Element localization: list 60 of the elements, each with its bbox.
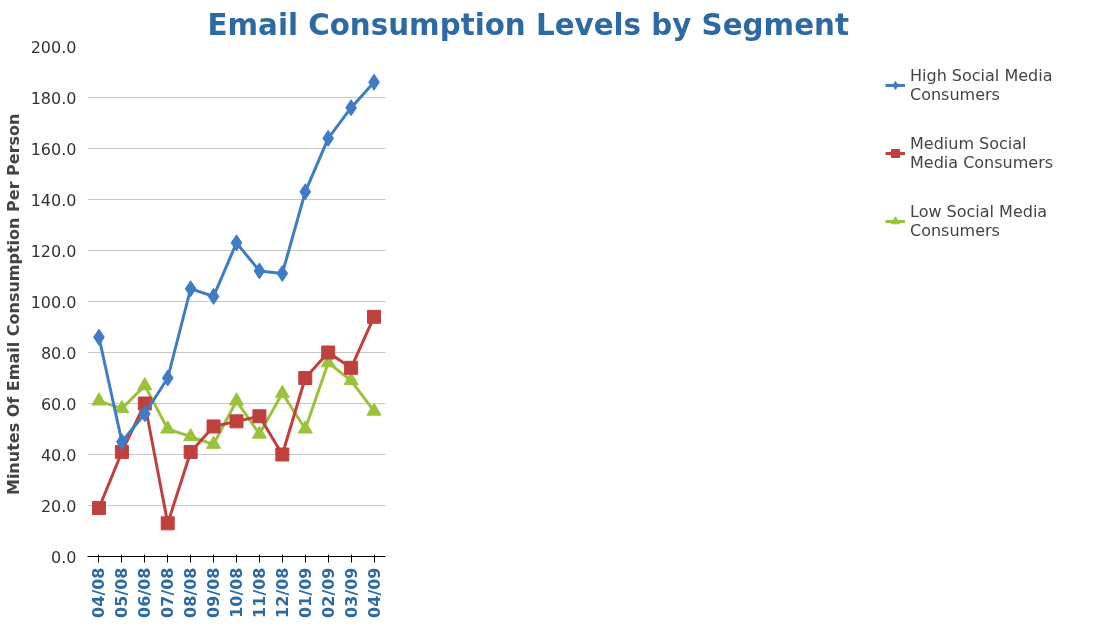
point — [297, 420, 313, 434]
legend-label: Medium Social Media Consumers — [910, 134, 1055, 172]
point — [252, 409, 267, 424]
y-tick-label: 40.0 — [40, 445, 77, 465]
point — [276, 264, 289, 282]
point — [344, 360, 359, 375]
x-tick-label: 04/09 — [364, 567, 384, 618]
point — [253, 262, 266, 280]
point — [183, 428, 199, 442]
legend-label: Low Social Media Consumers — [910, 202, 1049, 240]
point — [91, 392, 107, 406]
point — [299, 183, 312, 201]
y-tick-label: 120.0 — [30, 241, 77, 261]
x-tick-label: 09/08 — [204, 567, 224, 618]
point — [160, 420, 176, 434]
y-tick-label: 180.0 — [30, 88, 77, 108]
point — [207, 287, 220, 305]
point — [160, 516, 175, 531]
point — [184, 280, 197, 298]
point — [321, 345, 336, 360]
legend-label: High Social Media Consumers — [910, 66, 1054, 104]
y-tick-label: 200.0 — [30, 37, 77, 57]
point — [161, 369, 174, 387]
x-tick-label: 11/08 — [249, 567, 269, 618]
y-tick-label: 140.0 — [30, 190, 77, 210]
point — [298, 371, 313, 385]
x-tick-label: 10/08 — [227, 567, 246, 618]
y-tick-label: 100.0 — [30, 292, 77, 312]
point — [230, 234, 243, 252]
y-axis-title: Minutes Of Email Consumption Per Person — [3, 113, 23, 496]
text: Email Consumption Levels by Segment — [207, 7, 849, 42]
point — [138, 405, 151, 423]
point — [206, 419, 221, 434]
x-tick-label: 06/08 — [135, 567, 155, 618]
x-tick-label: 01/09 — [295, 567, 315, 618]
x-tick-label: 08/08 — [181, 567, 201, 618]
point — [229, 392, 244, 406]
y-tick-label: 80.0 — [40, 343, 77, 363]
x-tick-label: 02/09 — [318, 567, 338, 618]
x-tick-label: 04/08 — [89, 567, 109, 618]
y-tick-label: 0.0 — [51, 547, 77, 567]
x-tick-label: 03/09 — [341, 567, 361, 618]
x-tick-label: 07/08 — [158, 567, 178, 618]
x-tick-label: 05/08 — [112, 567, 132, 618]
point — [206, 435, 222, 449]
x-tick-label: 12/08 — [272, 567, 292, 618]
point — [183, 444, 198, 459]
point — [274, 384, 290, 398]
point — [91, 501, 106, 516]
point — [114, 400, 130, 414]
point — [251, 425, 267, 439]
y-tick-label: 20.0 — [40, 496, 77, 516]
point — [275, 447, 290, 462]
point — [367, 309, 382, 324]
y-tick-label: 160.0 — [30, 139, 77, 159]
point — [366, 402, 382, 416]
point — [322, 129, 335, 147]
point — [229, 414, 244, 429]
point — [137, 377, 153, 391]
y-tick-label: 60.0 — [40, 394, 77, 414]
